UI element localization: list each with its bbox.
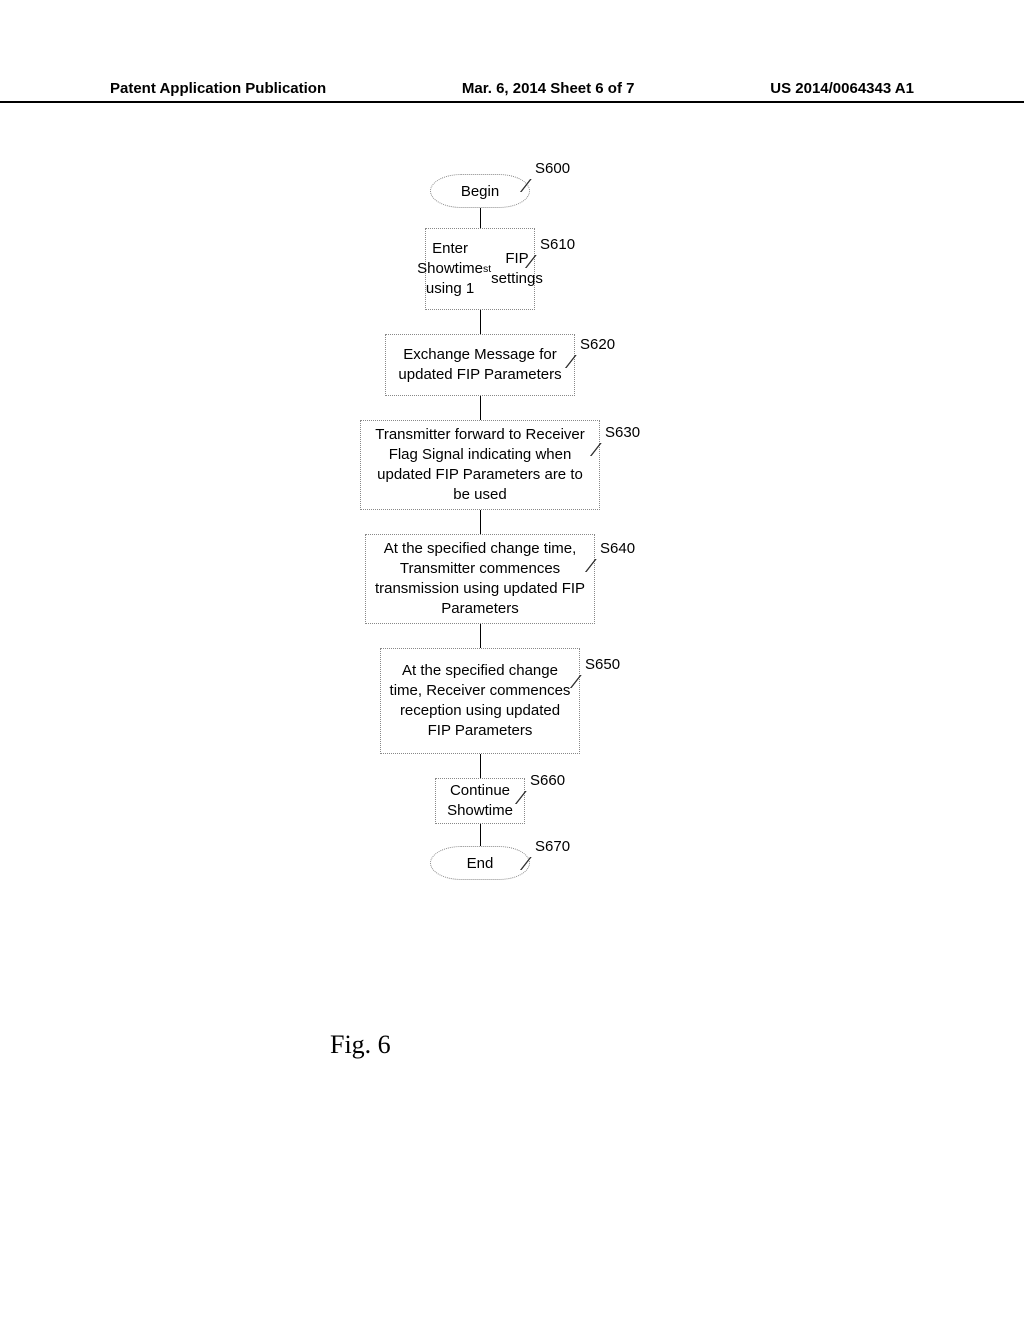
step-label-s630: S630 bbox=[605, 424, 640, 441]
connector bbox=[480, 824, 481, 846]
flow-step-s650: At the specified change time, Receiver c… bbox=[380, 648, 580, 754]
step-label-s600: S600 bbox=[535, 160, 570, 177]
flow-step-s640: At the specified change time, Transmitte… bbox=[365, 534, 595, 624]
flow-terminal-s600: Begin bbox=[430, 174, 530, 208]
connector bbox=[480, 624, 481, 648]
step-label-s610: S610 bbox=[540, 236, 575, 253]
flow-terminal-s670: End bbox=[430, 846, 530, 880]
figure-label: Fig. 6 bbox=[330, 1030, 391, 1060]
step-label-s650: S650 bbox=[585, 656, 620, 673]
connector bbox=[480, 754, 481, 778]
step-label-s620: S620 bbox=[580, 336, 615, 353]
header-left: Patent Application Publication bbox=[110, 80, 326, 97]
flow-step-s660: Continue Showtime bbox=[435, 778, 525, 824]
flow-step-s610: Enter Showtime using 1st FIP settings bbox=[425, 228, 535, 310]
connector bbox=[480, 208, 481, 228]
flow-step-s630: Transmitter forward to Receiver Flag Sig… bbox=[360, 420, 600, 510]
connector bbox=[480, 396, 481, 420]
connector bbox=[480, 310, 481, 334]
step-label-s660: S660 bbox=[530, 772, 565, 789]
flow-step-s620: Exchange Message for updated FIP Paramet… bbox=[385, 334, 575, 396]
page-header: Patent Application Publication Mar. 6, 2… bbox=[0, 80, 1024, 103]
step-label-s670: S670 bbox=[535, 838, 570, 855]
connector bbox=[480, 510, 481, 534]
header-mid: Mar. 6, 2014 Sheet 6 of 7 bbox=[462, 80, 635, 97]
header-right: US 2014/0064343 A1 bbox=[770, 80, 914, 97]
step-label-s640: S640 bbox=[600, 540, 635, 557]
